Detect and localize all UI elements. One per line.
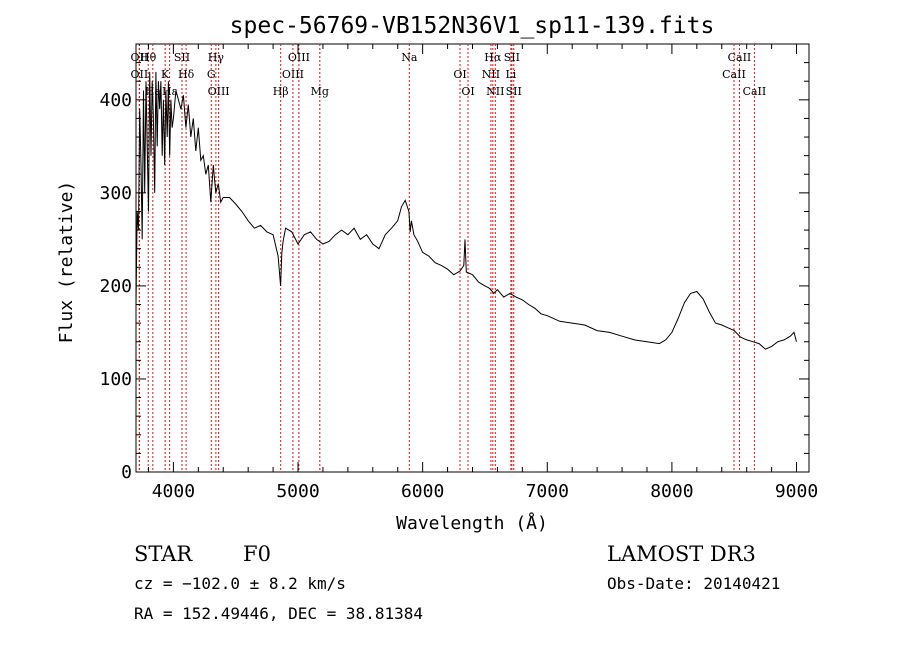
x-tick-label: 8000 bbox=[650, 481, 693, 502]
spectral-line-label: NII bbox=[486, 85, 504, 98]
x-tick-label: 9000 bbox=[775, 481, 818, 502]
survey-name: LAMOST DR3 bbox=[607, 542, 756, 566]
spectral-line-label: OIII bbox=[288, 51, 310, 64]
spectral-line-label: OIII bbox=[282, 68, 304, 81]
y-tick-label: 100 bbox=[99, 369, 132, 390]
obs-date-text: Obs-Date: 20140421 bbox=[607, 574, 780, 593]
spectral-line-label: SII bbox=[174, 51, 190, 64]
spectral-line-label: Ha bbox=[145, 85, 162, 98]
x-axis-label: Wavelength (Å) bbox=[396, 512, 548, 534]
spectral-line-label: Hβ bbox=[273, 85, 289, 98]
plot-frame bbox=[135, 43, 810, 473]
y-tick-label: 400 bbox=[99, 90, 132, 111]
spectral-line-label: SII bbox=[504, 51, 520, 64]
spectral-line-label: K bbox=[161, 68, 170, 81]
x-tick-label: 4000 bbox=[152, 481, 195, 502]
spectral-line-label: OII bbox=[131, 51, 149, 64]
y-tick-label: 300 bbox=[99, 183, 132, 204]
x-tick-label: 7000 bbox=[526, 481, 569, 502]
spectral-line-label: Hγ bbox=[208, 51, 225, 64]
spectral-line-label: CaII bbox=[722, 68, 746, 81]
emission-lines bbox=[138, 44, 755, 472]
spectral-line-label: Hθ bbox=[140, 51, 157, 64]
x-tick-label: 6000 bbox=[401, 481, 444, 502]
object-subclass: F0 bbox=[243, 542, 271, 566]
spectral-line-label: CaII bbox=[743, 85, 767, 98]
spectral-line-label: Na bbox=[401, 51, 418, 64]
spectral-line-label: Hα bbox=[484, 51, 502, 64]
spectral-line-label: NII bbox=[482, 68, 500, 81]
y-axis-ticks: 0 100 200 300 400 bbox=[99, 43, 809, 483]
y-axis-label: Flux (relative) bbox=[56, 181, 77, 344]
x-axis-ticks: 4000 5000 6000 7000 8000 9000 bbox=[147, 44, 818, 502]
spectral-line-label: OIII bbox=[208, 85, 230, 98]
spectral-line-label: Li bbox=[505, 68, 516, 81]
spectral-line-label: OII bbox=[131, 68, 149, 81]
spectral-line-label: G bbox=[207, 68, 216, 81]
chart-title: spec-56769-VB152N36V1_sp11-139.fits bbox=[230, 13, 715, 39]
spectral-line-label: SII bbox=[506, 85, 522, 98]
spectral-line-label: OI bbox=[461, 85, 474, 98]
x-tick-label: 5000 bbox=[276, 481, 319, 502]
spectrum-line bbox=[135, 71, 797, 350]
line-labels: HθOIIHaOIIKHεSIIHδOIIIHγGHβOIIIOIIIMgNaO… bbox=[131, 51, 767, 98]
spectral-line-label: CaII bbox=[728, 51, 752, 64]
y-tick-label: 0 bbox=[121, 462, 132, 483]
y-tick-label: 200 bbox=[99, 276, 132, 297]
object-class: STAR bbox=[134, 542, 193, 566]
spectral-line-label: Mg bbox=[311, 85, 329, 98]
redshift-text: cz = −102.0 ± 8.2 km/s bbox=[134, 574, 346, 593]
radec-text: RA = 152.49446, DEC = 38.81384 bbox=[134, 604, 423, 623]
spectral-line-label: Hδ bbox=[178, 68, 195, 81]
spectral-line-label: OI bbox=[453, 68, 466, 81]
